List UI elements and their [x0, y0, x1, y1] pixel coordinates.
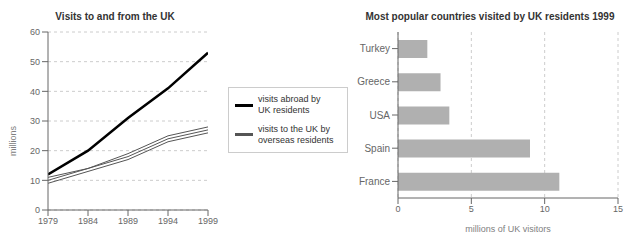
svg-text:50: 50	[30, 57, 40, 67]
svg-text:millions of UK visitors: millions of UK visitors	[465, 224, 551, 232]
svg-text:1984: 1984	[78, 216, 98, 226]
svg-text:0: 0	[35, 205, 40, 215]
svg-text:France: France	[359, 176, 391, 187]
svg-text:10: 10	[540, 204, 550, 214]
svg-text:Turkey: Turkey	[360, 43, 390, 54]
html-text:visits to the UK by overseas r: visits to the UK by overseas residents	[258, 124, 334, 145]
html-text:Most popular countries visited: Most popular countries visited by UK res…	[365, 11, 615, 22]
svg-text:15: 15	[613, 204, 623, 214]
svg-text:20: 20	[30, 146, 40, 156]
svg-text:40: 40	[30, 87, 40, 97]
svg-text:Spain: Spain	[364, 143, 390, 154]
svg-text:0: 0	[395, 204, 400, 214]
html-text:Visits to and from the UK: Visits to and from the UK	[55, 11, 175, 22]
svg-text:USA: USA	[369, 110, 390, 121]
svg-text:10: 10	[30, 176, 40, 186]
svg-text:Greece: Greece	[357, 76, 390, 87]
svg-text:millions: millions	[8, 126, 18, 157]
svg-text:5: 5	[469, 204, 474, 214]
svg-text:1999: 1999	[198, 216, 218, 226]
svg-text:1979: 1979	[38, 216, 58, 226]
svg-text:1994: 1994	[158, 216, 178, 226]
svg-text:30: 30	[30, 116, 40, 126]
html-text:visits abroad by UK residents: visits abroad by UK residents	[258, 94, 321, 116]
svg-text:60: 60	[30, 27, 40, 37]
svg-text:1989: 1989	[118, 216, 138, 226]
